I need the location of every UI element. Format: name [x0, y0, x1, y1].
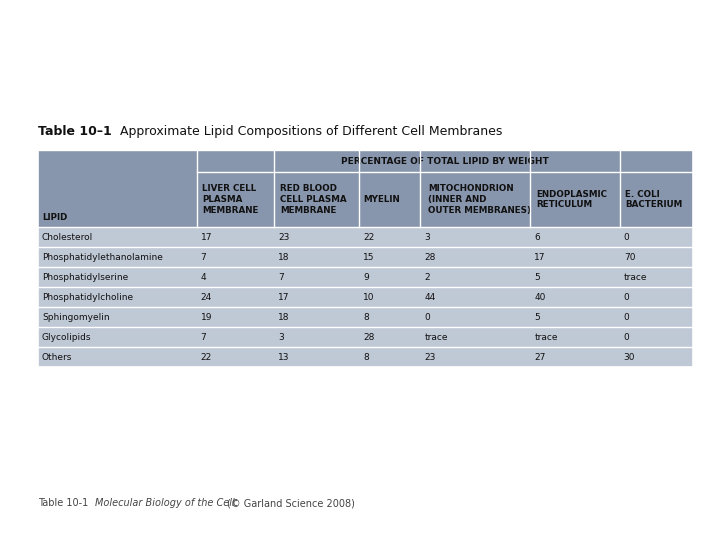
Bar — [38, 287, 693, 307]
Text: 23: 23 — [424, 353, 436, 361]
Text: Phosphatidylserine: Phosphatidylserine — [42, 273, 128, 281]
Bar — [38, 227, 693, 247]
Text: Phosphatidylcholine: Phosphatidylcholine — [42, 293, 133, 301]
Text: 4: 4 — [201, 273, 207, 281]
Text: 28: 28 — [364, 333, 375, 341]
Text: (© Garland Science 2008): (© Garland Science 2008) — [227, 498, 355, 508]
Text: 6: 6 — [534, 233, 540, 241]
Text: 13: 13 — [278, 353, 289, 361]
Text: trace: trace — [624, 273, 647, 281]
Bar — [38, 347, 693, 367]
Text: 0: 0 — [424, 313, 430, 321]
Text: Molecular Biology of the Cell: Molecular Biology of the Cell — [95, 498, 235, 508]
Bar — [38, 247, 693, 267]
Text: 30: 30 — [624, 353, 635, 361]
Text: 0: 0 — [624, 293, 629, 301]
Text: 18: 18 — [278, 313, 289, 321]
Text: 5: 5 — [534, 273, 540, 281]
Text: Sphingomyelin: Sphingomyelin — [42, 313, 109, 321]
Text: 9: 9 — [364, 273, 369, 281]
Text: 8: 8 — [364, 313, 369, 321]
Text: trace: trace — [534, 333, 558, 341]
Text: 17: 17 — [278, 293, 289, 301]
Text: 7: 7 — [201, 253, 207, 261]
Text: Others: Others — [42, 353, 73, 361]
Text: 28: 28 — [424, 253, 436, 261]
Bar — [38, 267, 693, 287]
Text: 40: 40 — [534, 293, 546, 301]
Bar — [38, 150, 693, 227]
Text: PERCENTAGE OF TOTAL LIPID BY WEIGHT: PERCENTAGE OF TOTAL LIPID BY WEIGHT — [341, 157, 549, 165]
Text: 17: 17 — [534, 253, 546, 261]
Text: MITOCHONDRION
(INNER AND
OUTER MEMBRANES): MITOCHONDRION (INNER AND OUTER MEMBRANES… — [428, 184, 531, 215]
Text: 0: 0 — [624, 333, 629, 341]
Text: 3: 3 — [424, 233, 430, 241]
Text: 18: 18 — [278, 253, 289, 261]
Text: trace: trace — [424, 333, 448, 341]
Text: 27: 27 — [534, 353, 546, 361]
Text: 23: 23 — [278, 233, 289, 241]
Text: ENDOPLASMIC
RETICULUM: ENDOPLASMIC RETICULUM — [536, 190, 608, 210]
Text: E. COLI
BACTERIUM: E. COLI BACTERIUM — [625, 190, 682, 210]
Text: LIVER CELL
PLASMA
MEMBRANE: LIVER CELL PLASMA MEMBRANE — [202, 184, 258, 215]
Text: 17: 17 — [201, 233, 212, 241]
Text: 19: 19 — [201, 313, 212, 321]
Text: MYELIN: MYELIN — [364, 195, 400, 204]
Text: 15: 15 — [364, 253, 375, 261]
Text: 3: 3 — [278, 333, 284, 341]
Text: 5: 5 — [534, 313, 540, 321]
Text: 0: 0 — [624, 233, 629, 241]
Text: Table 10–1: Table 10–1 — [38, 125, 116, 138]
Text: Glycolipids: Glycolipids — [42, 333, 91, 341]
Text: 24: 24 — [201, 293, 212, 301]
Text: 7: 7 — [201, 333, 207, 341]
Text: 22: 22 — [201, 353, 212, 361]
Text: Phosphatidylethanolamine: Phosphatidylethanolamine — [42, 253, 163, 261]
Bar — [38, 150, 693, 367]
Text: 10: 10 — [364, 293, 375, 301]
Text: 70: 70 — [624, 253, 635, 261]
Bar — [38, 327, 693, 347]
Text: Cholesterol: Cholesterol — [42, 233, 94, 241]
Text: Table 10-1: Table 10-1 — [38, 498, 94, 508]
Text: 22: 22 — [364, 233, 374, 241]
Text: 8: 8 — [364, 353, 369, 361]
Text: 0: 0 — [624, 313, 629, 321]
Text: LIPID: LIPID — [42, 213, 68, 222]
Text: 2: 2 — [424, 273, 430, 281]
Text: RED BLOOD
CELL PLASMA
MEMBRANE: RED BLOOD CELL PLASMA MEMBRANE — [280, 184, 346, 215]
Text: Approximate Lipid Compositions of Different Cell Membranes: Approximate Lipid Compositions of Differ… — [120, 125, 503, 138]
Bar — [38, 307, 693, 327]
Text: 7: 7 — [278, 273, 284, 281]
Text: 44: 44 — [424, 293, 436, 301]
